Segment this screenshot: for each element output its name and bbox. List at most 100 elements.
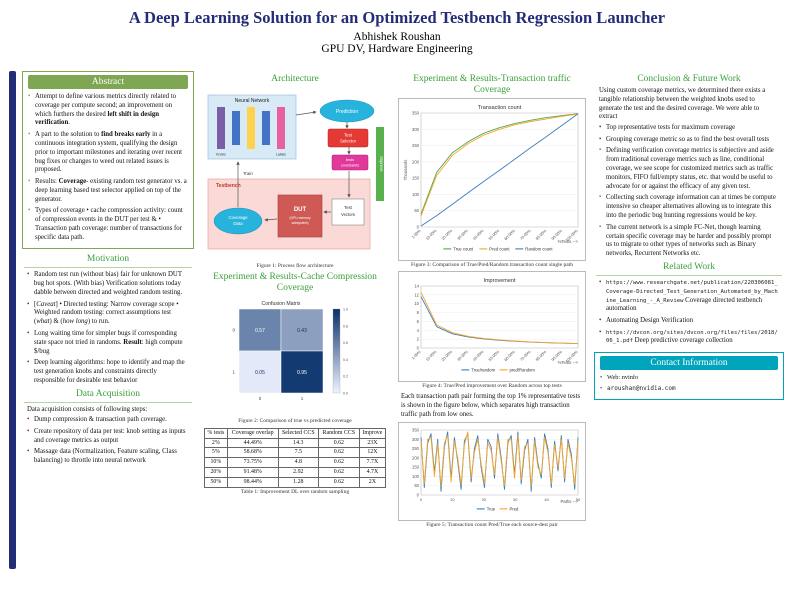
svg-text:30.00%: 30.00% [456, 228, 469, 241]
coverage-data-label-1: Coverage [228, 215, 248, 220]
svg-text:8: 8 [417, 310, 420, 315]
test-vectors-label-1: Test [344, 205, 353, 210]
figure5-chart-wrap: 0 50 100 150 200 250 300 350 0 10 20 30 40 50 Paths --… [398, 422, 586, 522]
transaction-results-header: Experiment & Results-Transaction traffic… [413, 73, 571, 95]
table-cell: 4.8 [277, 457, 320, 469]
figure4-chart-wrap: 0 2 4 6 8 10 12 14 1.00% 10.00% 20.00% 30.00% 40.00%… [398, 271, 586, 383]
list-item: Deep learning algorithms: hope to identi… [27, 359, 189, 385]
test-selector-label-2: Selector [340, 138, 357, 143]
figure2-caption: Figure 2: Comparison of true vs predicte… [238, 418, 352, 425]
list-item: A part to the solution to find breaks ea… [28, 131, 188, 175]
svg-text:1.0: 1.0 [343, 308, 348, 312]
svg-text:50: 50 [576, 497, 581, 502]
svg-text:350: 350 [412, 110, 420, 115]
table-header-cell: Selected CCS [277, 427, 320, 439]
svg-text:20.00%: 20.00% [440, 349, 453, 362]
related-work-list: https://www.researchgate.net/publication… [594, 279, 784, 346]
list-item: Create repository of data per test: knob… [27, 428, 189, 446]
test-vectors-box [331, 198, 365, 226]
list-item: Long waiting time for simpler bugs if co… [27, 330, 189, 356]
title-block: A Deep Learning Solution for an Optimize… [0, 0, 794, 55]
svg-text:Pred count: Pred count [489, 246, 510, 251]
poster-columns: Abstract Attempt to define various metri… [0, 70, 794, 569]
conclusion-header: Conclusion & Future Work [637, 73, 741, 84]
cache-results-header: Experiment & Results-Cache Compression C… [213, 272, 377, 294]
svg-text:30.00%: 30.00% [456, 349, 469, 362]
left-accent-bar [9, 70, 16, 569]
table-cell: 4.7X [358, 467, 387, 478]
svg-text:1.00%: 1.00% [410, 349, 422, 361]
svg-text:Improvement: Improvement [483, 278, 516, 284]
dut-label: DUT [294, 207, 307, 213]
related-url[interactable]: https://dvcon.org/sites/dvcon.org/files/… [606, 329, 778, 345]
svg-text:1: 1 [232, 370, 235, 375]
table-cell: 50% [203, 476, 228, 488]
table-row: 2% 44.49% 14.3 0.62 23X [203, 437, 387, 449]
table-cell: 2X [358, 476, 387, 488]
poster-affiliation: GPU DV, Hardware Engineering [321, 42, 473, 55]
table-cell: 12X [358, 447, 387, 459]
table-cell: 91.48% [226, 467, 279, 478]
motivation-header: Motivation [86, 254, 130, 265]
column-1: Abstract Attempt to define various metri… [22, 70, 194, 569]
related-work-rule [596, 274, 782, 276]
list-item: Types of coverage • cache compression ac… [28, 207, 188, 242]
architecture-figure-wrap: Neural Network Knobs Labels Prediction T… [200, 87, 390, 262]
list-item: Defining verification coverage metrics i… [599, 147, 779, 191]
table-header-cell: Coverage overlap [226, 427, 279, 439]
svg-text:Pred: Pred [510, 507, 520, 512]
svg-text:10.00%: 10.00% [425, 228, 438, 241]
svg-text:20: 20 [482, 497, 487, 502]
svg-text:350: 350 [412, 428, 420, 433]
svg-text:6: 6 [417, 319, 420, 324]
svg-text:pred/Random: pred/Random [510, 368, 536, 373]
svg-text:50: 50 [414, 484, 419, 489]
list-item: Attempt to define various metrics direct… [28, 93, 188, 128]
abstract-list: Attempt to define various metrics direct… [23, 93, 193, 243]
contact-web[interactable]: Web: nvinfo [600, 374, 778, 382]
abstract-section: Abstract Attempt to define various metri… [22, 70, 194, 250]
svg-text:Random count: Random count [525, 246, 553, 251]
contact-header: Contact Information [600, 356, 778, 371]
svg-text:0: 0 [232, 328, 235, 333]
data-acquisition-rule [24, 401, 192, 403]
table-header-cell: % tests [203, 427, 228, 439]
svg-text:80.00%: 80.00% [534, 349, 547, 362]
svg-text:0.4: 0.4 [343, 358, 348, 362]
related-url[interactable]: https://www.researchgate.net/publication… [606, 279, 778, 304]
svg-text:150: 150 [412, 175, 420, 180]
conclusion-green-list: Defining verification coverage metrics i… [594, 147, 784, 259]
contact-email-text[interactable]: aroushan@nvidia.com [607, 385, 676, 393]
svg-text:40: 40 [544, 497, 549, 502]
nn-layer-4 [262, 110, 270, 145]
svg-text:Confusion Matrix: Confusion Matrix [262, 301, 301, 307]
table-cell: 20% [203, 467, 228, 478]
table-cell: 44.49% [226, 437, 279, 449]
tests-constraints-label-2: constraints [341, 163, 359, 167]
table-cell: 2.92 [277, 467, 320, 478]
neural-network-label: Neural Network [235, 98, 270, 104]
svg-text:80.00%: 80.00% [534, 228, 547, 241]
svg-text:300: 300 [412, 437, 420, 442]
svg-text:0.8: 0.8 [343, 325, 348, 329]
table1-caption: Table 1: Improvement DL over random samp… [240, 488, 350, 495]
table-cell: 0.62 [318, 447, 360, 459]
table-cell: 58.68% [226, 447, 279, 459]
svg-text:10: 10 [450, 497, 455, 502]
conclusion-intro: Using custom coverage metrics, we determ… [599, 86, 766, 121]
nn-layer-1 [217, 106, 225, 149]
figure3-caption: Figure 3: Comparison of True/Pred/Random… [411, 261, 573, 268]
related-work-header: Related Work [662, 261, 716, 272]
svg-text:300: 300 [412, 127, 420, 132]
tests-constraints-box [331, 154, 369, 171]
svg-text:10: 10 [414, 302, 419, 307]
contact-list: Web: nvinfo aroushan@nvidia.com [595, 374, 783, 393]
related-desc: Automating Design Verification [606, 317, 694, 325]
svg-text:True/random: True/random [471, 368, 495, 373]
related-desc: Deep predictive coverage collection [634, 337, 733, 345]
contact-email[interactable]: aroushan@nvidia.com [600, 385, 778, 393]
architecture-header: Architecture [271, 73, 319, 84]
dut-sub-label-2: subsystem) [292, 221, 309, 225]
svg-text:0.05: 0.05 [255, 370, 265, 376]
